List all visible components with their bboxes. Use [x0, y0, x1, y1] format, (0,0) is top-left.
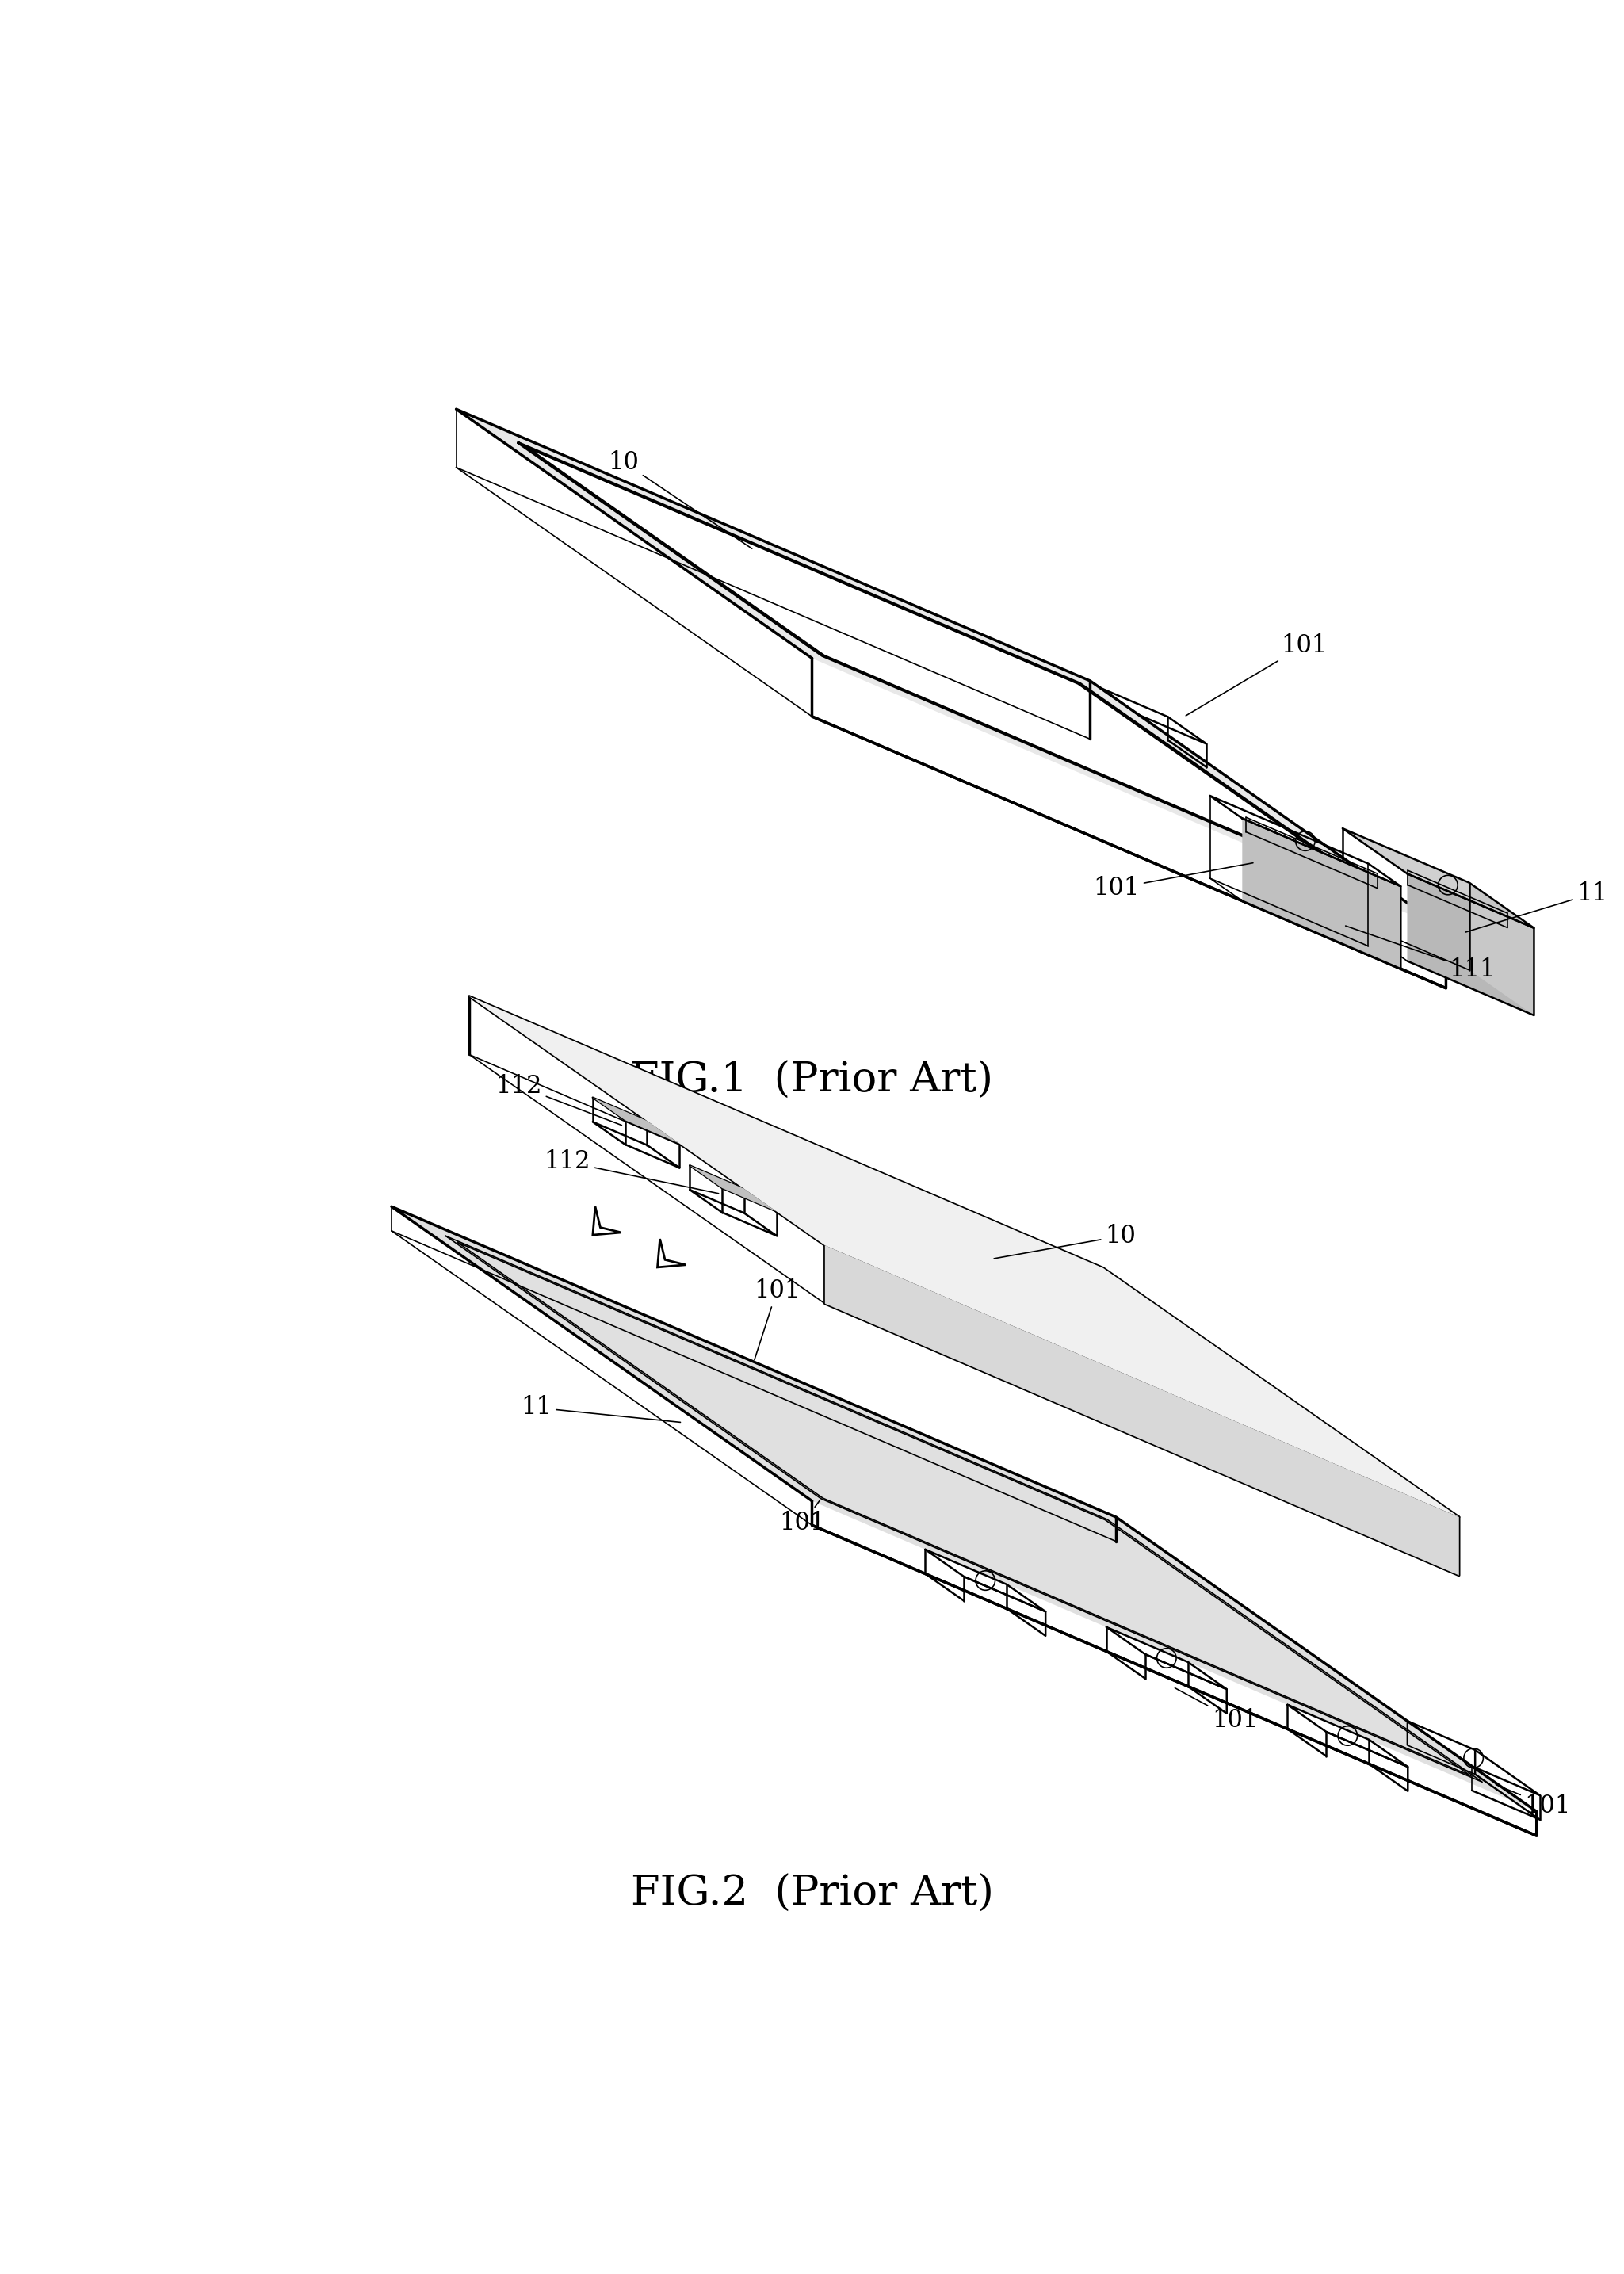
Text: 101: 101: [1174, 1687, 1259, 1733]
Text: 11: 11: [1466, 882, 1608, 932]
Text: 101: 101: [1496, 1785, 1570, 1819]
Polygon shape: [1343, 828, 1535, 928]
Text: 101: 101: [780, 1501, 827, 1535]
Polygon shape: [469, 996, 1458, 1517]
Polygon shape: [593, 1207, 620, 1235]
Text: 101: 101: [1186, 632, 1327, 716]
Text: 111: 111: [1346, 926, 1496, 982]
Polygon shape: [593, 1098, 679, 1144]
Text: FIG.1  (Prior Art): FIG.1 (Prior Art): [630, 1060, 994, 1101]
Text: FIG.2  (Prior Art): FIG.2 (Prior Art): [630, 1874, 994, 1915]
Text: 112: 112: [495, 1073, 622, 1126]
Polygon shape: [518, 443, 1384, 896]
Text: 11: 11: [521, 1396, 680, 1421]
Polygon shape: [825, 1246, 1458, 1576]
Polygon shape: [658, 1239, 685, 1267]
Polygon shape: [690, 1167, 776, 1212]
Polygon shape: [1408, 873, 1535, 1016]
Polygon shape: [391, 1207, 1536, 1812]
Text: 10: 10: [994, 1223, 1135, 1258]
Polygon shape: [456, 409, 1445, 930]
Polygon shape: [1242, 819, 1402, 969]
Text: 10: 10: [609, 450, 752, 548]
Polygon shape: [1470, 882, 1535, 1016]
Text: 101: 101: [754, 1278, 801, 1360]
Text: 101: 101: [1093, 862, 1254, 901]
Text: 112: 112: [544, 1151, 719, 1194]
